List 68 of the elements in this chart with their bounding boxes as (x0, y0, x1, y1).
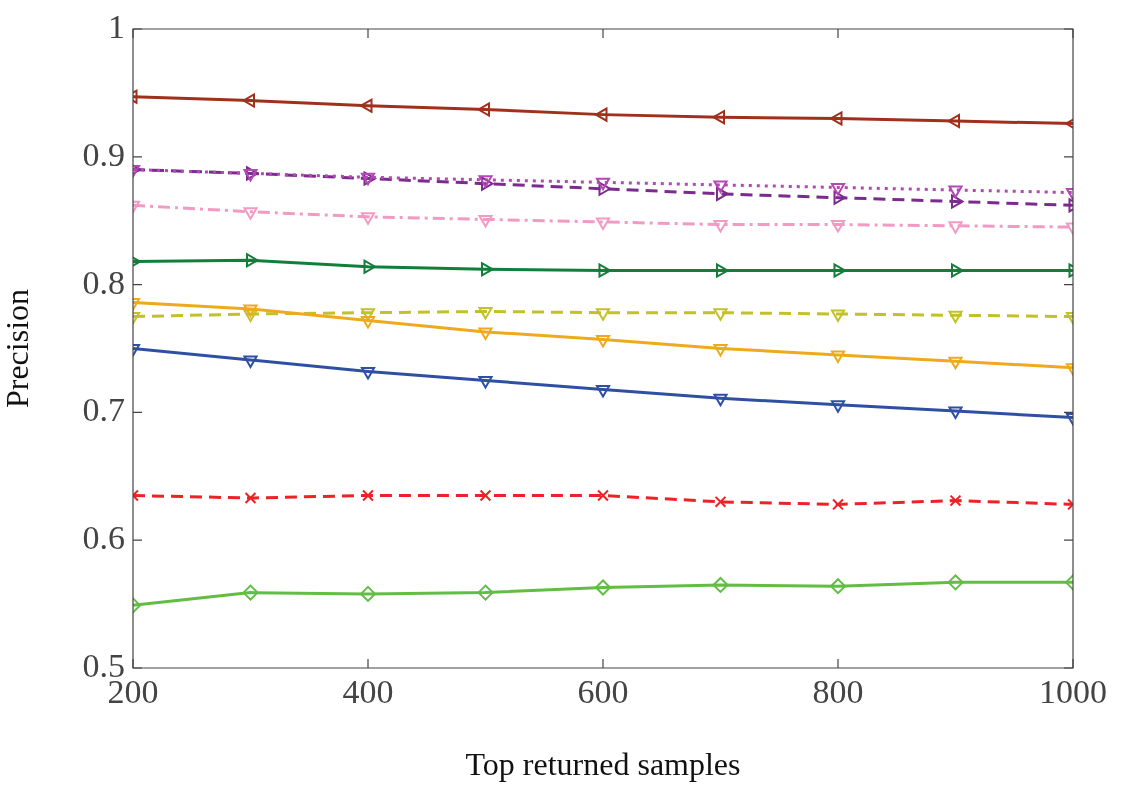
point (595, 335, 611, 348)
point (713, 220, 728, 233)
point (595, 107, 608, 122)
point (243, 207, 258, 220)
y-tick-label: 0.8 (82, 263, 125, 301)
point (595, 384, 611, 398)
point (948, 406, 963, 420)
point (949, 494, 962, 507)
point (360, 585, 376, 602)
point (478, 327, 493, 340)
point (362, 489, 374, 502)
point (830, 220, 846, 233)
point (360, 367, 376, 380)
point (948, 356, 963, 370)
point (595, 579, 611, 596)
point (243, 355, 258, 368)
point (830, 400, 846, 413)
point (948, 310, 963, 324)
point (360, 308, 376, 321)
point (478, 214, 493, 228)
x-tick-label: 600 (577, 673, 629, 711)
point (833, 263, 846, 278)
point (714, 495, 727, 508)
point (360, 315, 376, 329)
point (947, 574, 964, 591)
point (948, 221, 963, 234)
point (360, 212, 376, 225)
y-axis-title: Precision (0, 288, 35, 409)
point (243, 304, 258, 317)
point (948, 185, 963, 199)
y-tick-label: 0.7 (82, 391, 125, 429)
point (477, 584, 494, 601)
x-axis-title: Top returned samples (465, 746, 741, 783)
point (244, 492, 257, 504)
y-tick-label: 1 (108, 7, 125, 45)
x-tick-label: 1000 (1039, 673, 1107, 711)
point (243, 309, 258, 322)
point (598, 263, 611, 278)
x-tick-label: 400 (342, 673, 394, 711)
y-tick-label: 0.9 (82, 135, 125, 173)
point (597, 489, 609, 502)
point (830, 350, 846, 363)
point (833, 190, 846, 205)
point (363, 259, 376, 274)
point (478, 306, 493, 320)
point (947, 113, 960, 129)
point (830, 182, 846, 196)
point (479, 489, 492, 502)
point (481, 262, 494, 277)
point (595, 177, 611, 191)
point (242, 584, 259, 601)
point (830, 111, 843, 126)
point (830, 309, 846, 322)
point (478, 375, 493, 389)
point (713, 344, 728, 357)
point (713, 180, 728, 193)
point (595, 217, 611, 230)
x-tick-label: 800 (812, 673, 864, 711)
point (832, 498, 844, 511)
y-tick-label: 0.6 (82, 519, 125, 557)
point (712, 576, 729, 593)
point (246, 253, 259, 268)
point (713, 393, 728, 407)
point (713, 308, 728, 321)
point (830, 578, 846, 595)
point (598, 181, 611, 196)
point (595, 308, 611, 321)
point (712, 110, 725, 125)
